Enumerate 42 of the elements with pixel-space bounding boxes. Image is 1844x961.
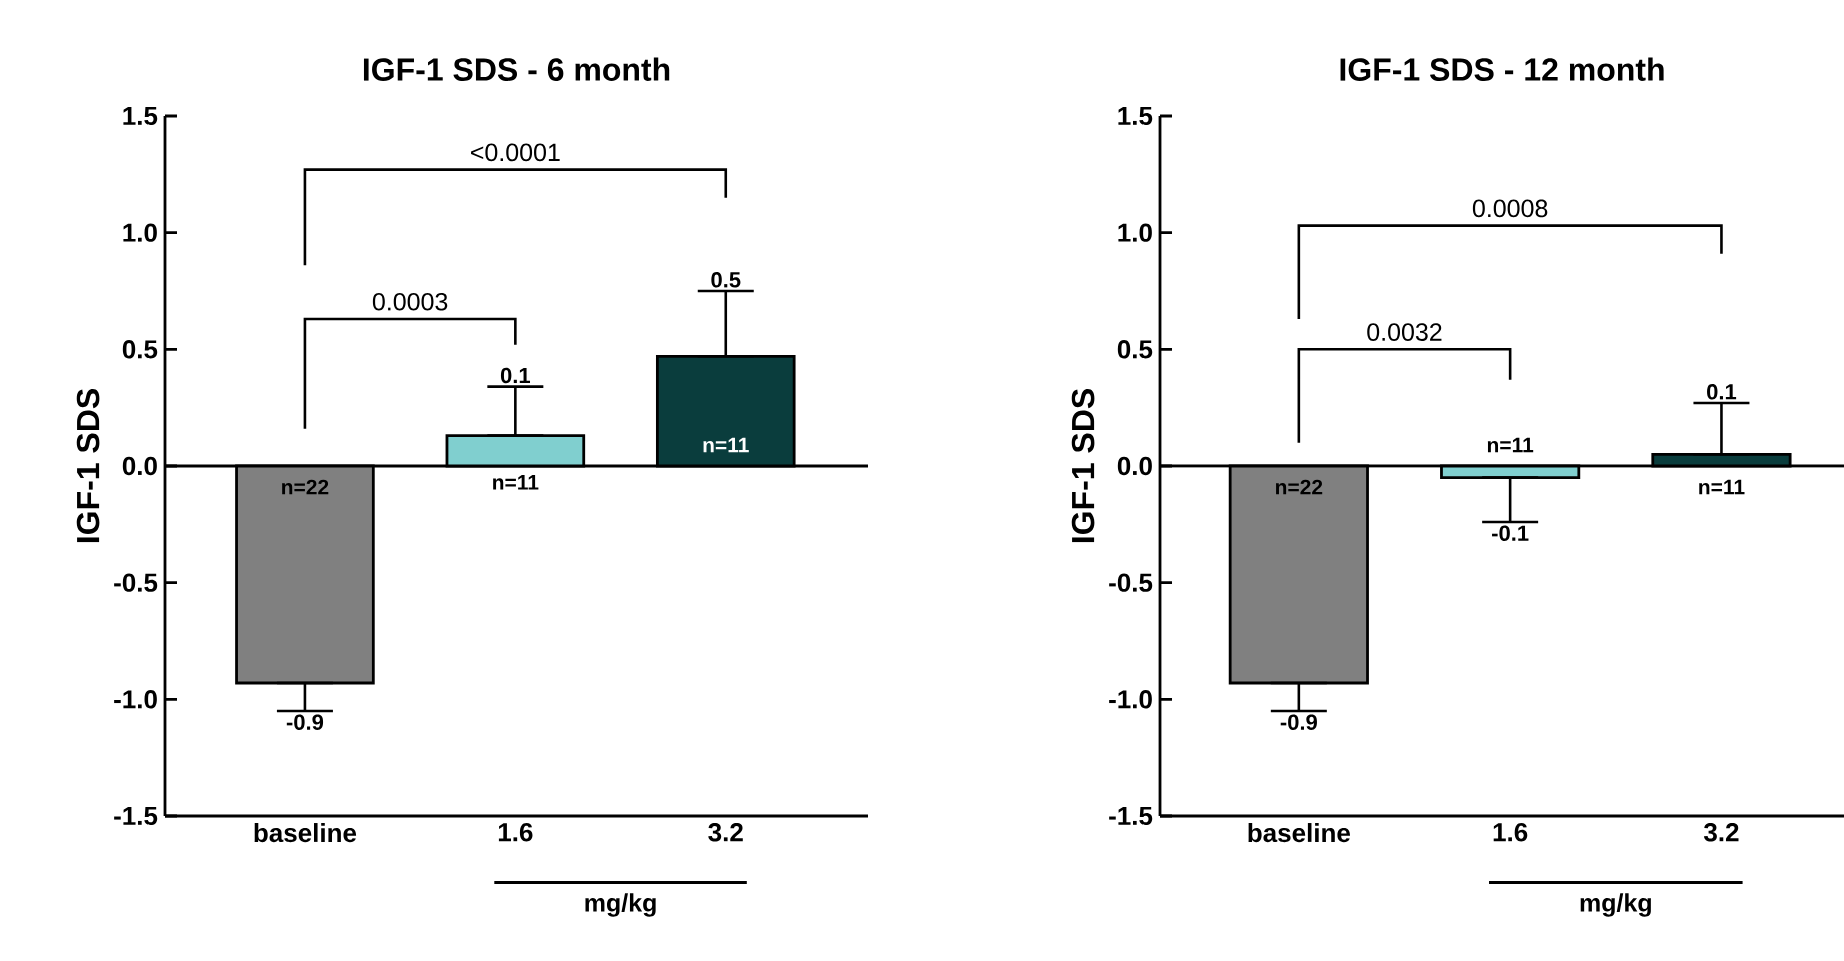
y-tick-label: -0.5 <box>114 573 158 592</box>
y-tick-label: 1.5 <box>123 106 158 126</box>
data-label: -0.1 <box>1492 525 1529 541</box>
annotation: 0.0008 <box>1472 199 1548 218</box>
chart-title: IGF-1 SDS - 12 month <box>1340 57 1664 81</box>
data-label: -0.9 <box>1280 714 1317 730</box>
y-tick-label: -1.0 <box>114 690 157 709</box>
x-tick-label: 1.6 <box>1493 823 1528 842</box>
data-label: 0.1 <box>1707 384 1737 400</box>
x-axis-title: mg/kg <box>585 893 656 917</box>
y-tick-label: -0.5 <box>1109 573 1153 592</box>
x-tick-label: 3.2 <box>708 823 743 842</box>
annotation: 0.0032 <box>1367 323 1442 341</box>
annotation: n=22 <box>282 479 329 495</box>
x-tick-label: baseline <box>1248 823 1350 843</box>
x-tick-label: baseline <box>254 823 357 843</box>
annotation: n=22 <box>1275 479 1323 495</box>
annotation: n=11 <box>493 475 539 490</box>
data-label: 0.5 <box>711 272 741 288</box>
x-tick-label: 1.6 <box>498 823 533 842</box>
y-axis-title: IGF-1 SDS <box>76 389 100 543</box>
x-tick-label: 3.2 <box>1703 823 1739 842</box>
y-tick-label: 1.5 <box>1118 106 1153 126</box>
y-tick-label: -1.5 <box>1109 806 1153 826</box>
data-label: -0.9 <box>286 714 324 730</box>
y-tick-label: -1.5 <box>114 806 158 826</box>
data-label: 0.1 <box>500 367 531 384</box>
y-tick-label: 1.0 <box>1118 223 1152 242</box>
annotation: n=11 <box>1487 437 1534 453</box>
y-tick-label: 0.0 <box>1117 456 1152 476</box>
x-axis-title: mg/kg <box>1580 893 1651 917</box>
y-tick-label: 0.0 <box>122 456 157 476</box>
y-tick-label: 0.5 <box>122 340 158 359</box>
annotation: n=11 <box>703 437 749 453</box>
y-axis-title: IGF-1 SDS <box>1071 389 1095 543</box>
annotation: 0.0003 <box>372 292 448 311</box>
y-tick-label: -1.0 <box>1109 690 1152 709</box>
y-tick-label: 1.0 <box>123 223 157 242</box>
chart-title: IGF-1 SDS - 6 month <box>363 57 670 81</box>
annotation: <0.0001 <box>471 143 560 162</box>
annotation: n=11 <box>1699 479 1745 495</box>
y-tick-label: 0.5 <box>1117 340 1153 359</box>
